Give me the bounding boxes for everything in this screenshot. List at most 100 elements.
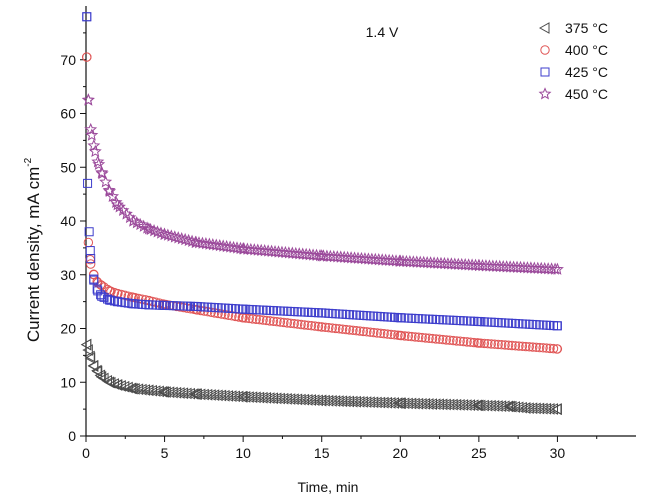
curve-marker	[250, 391, 261, 404]
curve-marker	[510, 341, 521, 351]
data-point	[504, 400, 515, 413]
curve-marker	[326, 395, 337, 407]
series-3	[81, 93, 564, 275]
curve-marker	[108, 378, 119, 390]
curve-marker	[519, 402, 531, 414]
curve-marker	[533, 402, 545, 415]
legend-item: 425 °C	[540, 64, 608, 80]
curve-marker	[410, 332, 420, 342]
curve-marker	[409, 397, 420, 410]
curve-marker	[341, 324, 351, 335]
curve-marker	[355, 326, 365, 336]
curve-marker	[247, 243, 261, 256]
curve-marker	[364, 396, 375, 409]
y-tick-label: 0	[68, 428, 76, 444]
curve-marker	[212, 389, 223, 402]
x-tick-label: 20	[392, 445, 408, 461]
curve-marker	[417, 332, 427, 343]
curve-marker	[220, 309, 230, 320]
curve-marker	[275, 317, 286, 327]
curve-marker	[220, 239, 234, 253]
curve-marker	[170, 386, 182, 399]
curve-marker	[81, 93, 95, 106]
curve-marker	[433, 398, 444, 411]
curve-marker	[85, 128, 99, 141]
curve-marker	[419, 398, 431, 410]
curve-marker	[514, 341, 524, 351]
curve-marker	[284, 393, 296, 405]
curve-marker	[438, 334, 448, 345]
legend-item: 375 °C	[538, 20, 608, 36]
curve-marker	[104, 376, 116, 389]
curve-marker	[465, 337, 476, 347]
curve-marker	[215, 389, 227, 402]
curve-marker	[191, 388, 202, 401]
y-axis-label: Current density, mA cm-2	[23, 157, 43, 342]
curve-marker	[210, 308, 220, 318]
curve-marker	[320, 322, 331, 332]
curve-marker	[317, 322, 327, 332]
curve-marker	[237, 242, 251, 255]
curve-marker	[365, 327, 375, 337]
legend-label: 375 °C	[565, 20, 608, 36]
curve-marker	[227, 311, 237, 321]
curve-marker	[547, 403, 558, 415]
curve-marker	[416, 397, 427, 410]
curve-marker	[450, 398, 462, 411]
curve-marker	[457, 399, 469, 411]
curve-marker	[530, 402, 541, 415]
curve-marker	[485, 399, 496, 412]
curve-marker	[455, 336, 465, 346]
curve-marker	[265, 316, 275, 326]
legend-marker	[540, 45, 550, 55]
curve-marker	[350, 395, 361, 408]
curve-marker	[223, 240, 237, 253]
y-axis-label-text: Current density, mA cm	[24, 167, 43, 342]
curve-marker	[313, 321, 324, 332]
curve-marker	[362, 327, 372, 337]
curve-marker	[447, 398, 458, 411]
data-point	[84, 227, 94, 237]
curve-marker	[413, 332, 424, 342]
curve-marker	[92, 276, 102, 287]
curve-marker	[412, 397, 424, 410]
curve-marker	[538, 343, 548, 353]
y-tick-label: 70	[60, 52, 76, 68]
x-tick-label: 5	[161, 445, 169, 461]
curve-marker	[298, 393, 310, 406]
curve-marker	[544, 403, 555, 415]
curve-marker	[261, 244, 275, 257]
curve-marker	[396, 330, 407, 341]
curve-marker	[263, 392, 275, 404]
curve-marker	[286, 318, 296, 328]
curve-marker	[393, 330, 403, 340]
curve-marker	[384, 397, 396, 409]
legend-label: 450 °C	[565, 86, 608, 102]
curve-marker	[402, 397, 413, 410]
curve-marker	[303, 320, 313, 330]
curve-marker	[292, 319, 303, 329]
curve-marker	[471, 399, 482, 412]
curve-marker	[499, 400, 510, 413]
legend-marker	[540, 67, 550, 77]
curve-marker	[503, 340, 514, 350]
curve-marker	[458, 336, 469, 347]
x-tick-label: 15	[314, 445, 330, 461]
curve-marker	[534, 342, 545, 353]
curve-marker	[379, 329, 389, 339]
curve-marker	[324, 322, 334, 333]
y-tick-label: 60	[60, 106, 76, 122]
curve-marker	[360, 396, 372, 408]
curve-marker	[201, 388, 213, 401]
curve-marker	[95, 166, 109, 180]
curve-marker	[337, 324, 348, 334]
curve-marker	[296, 247, 310, 260]
curve-marker	[319, 394, 330, 407]
curve-marker	[358, 326, 369, 337]
curve-marker	[296, 319, 306, 330]
curve-marker	[232, 390, 244, 403]
curve-marker	[87, 359, 99, 372]
curve-marker	[208, 389, 220, 401]
curve-marker	[541, 343, 552, 353]
curve-marker	[198, 388, 209, 401]
